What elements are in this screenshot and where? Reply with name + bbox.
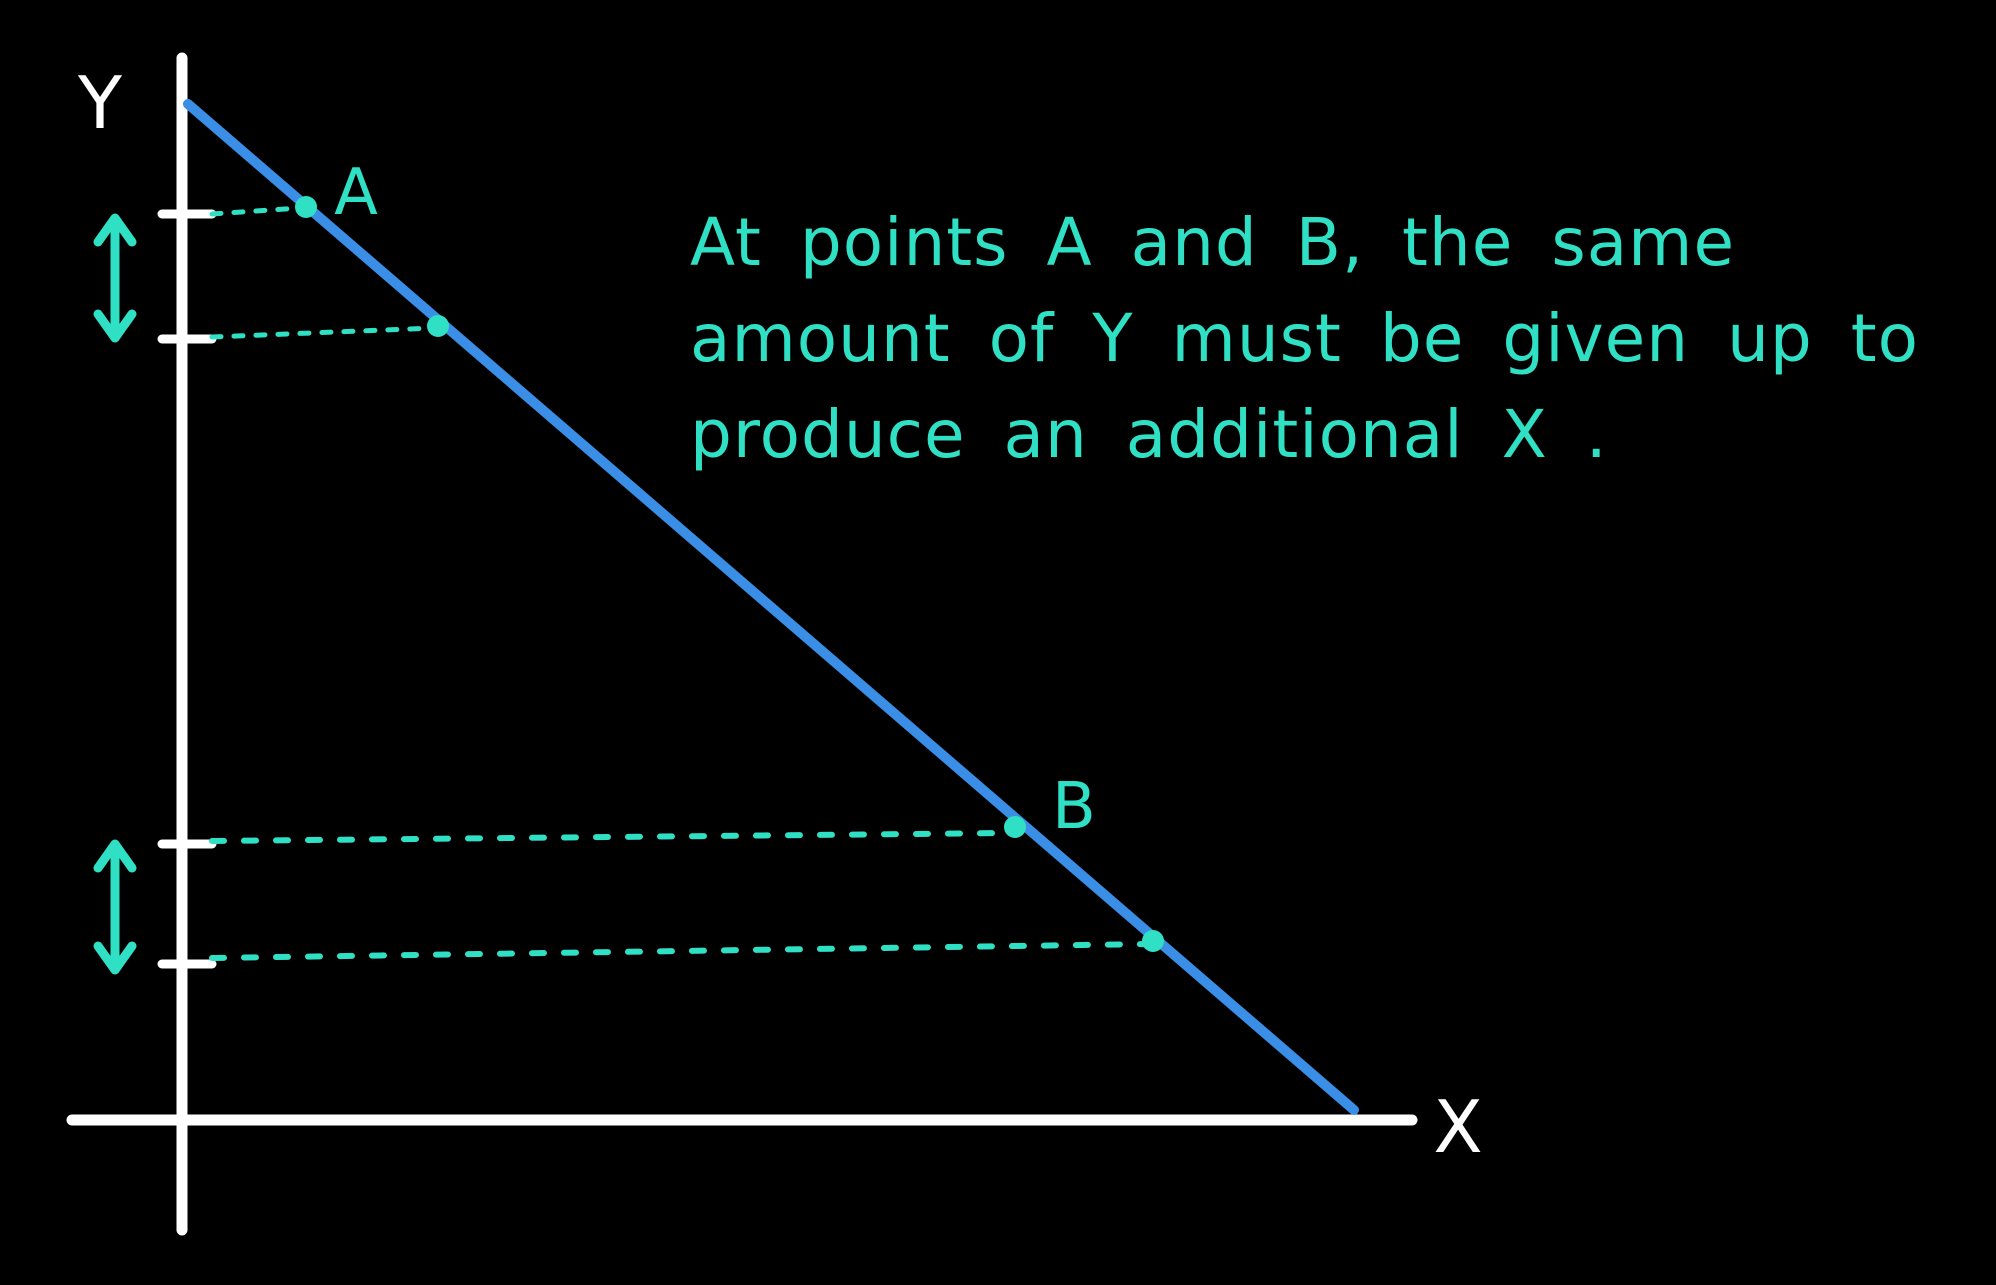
point-a2 [427, 315, 449, 337]
point-a-label: A [334, 156, 378, 230]
point-b-label: B [1052, 770, 1096, 844]
point-b2 [1142, 930, 1164, 952]
projection-line-a2 [209, 325, 437, 340]
x-axis-label: X [1433, 1085, 1482, 1169]
projection-line-a [209, 205, 303, 217]
projection-line-b [209, 830, 1013, 844]
delta-y-arrow-bottom [93, 839, 137, 975]
delta-y-arrow-top [93, 213, 137, 343]
point-b [1004, 816, 1026, 838]
caption-line-2: amount of Y must be given up to [690, 300, 1920, 377]
caption-line-1: At points A and B, the same [690, 204, 1736, 281]
projection-line-b2 [209, 941, 1153, 961]
caption-line-3: produce an additional X . [690, 396, 1608, 473]
point-a [295, 196, 317, 218]
caption: At points A and B, the same amount of Y … [690, 195, 1970, 483]
y-axis-label: Y [77, 61, 123, 145]
